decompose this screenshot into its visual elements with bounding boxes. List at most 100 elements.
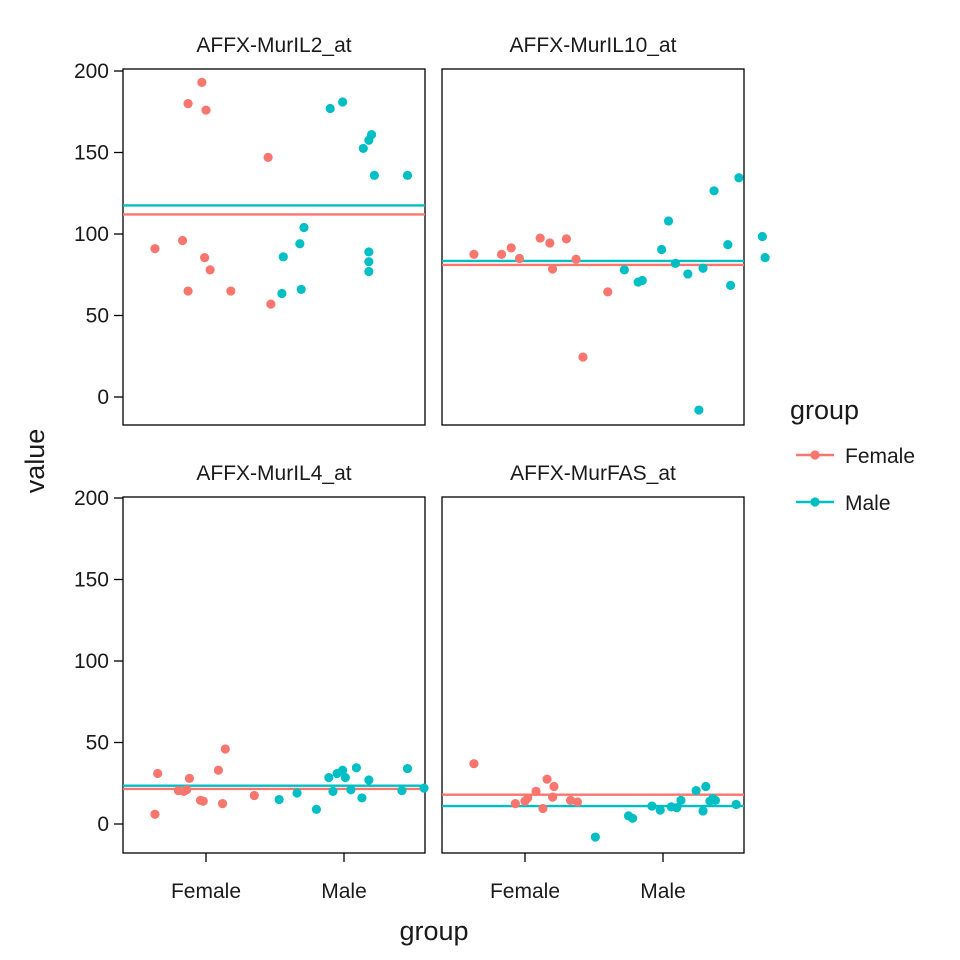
y-tick-label: 50: [86, 305, 109, 328]
data-point-male: [419, 783, 429, 793]
data-point-male: [402, 170, 413, 180]
data-point-male: [358, 143, 368, 154]
data-point-male: [709, 186, 719, 196]
data-point-female: [220, 744, 230, 754]
x-axis-title: group: [399, 916, 468, 946]
data-point-female: [545, 238, 555, 248]
data-point-male: [698, 263, 708, 273]
data-point-male: [296, 284, 306, 295]
data-point-male: [670, 258, 681, 268]
data-point-male: [683, 269, 693, 279]
legend-key-point: [810, 497, 820, 507]
data-point-male: [757, 231, 767, 242]
data-point-male: [628, 813, 638, 823]
data-point-male: [710, 795, 721, 805]
data-point-female: [205, 265, 215, 275]
data-point-male: [657, 244, 667, 255]
data-point-female: [561, 234, 572, 244]
data-point-male: [299, 222, 309, 233]
y-tick-label: 0: [97, 386, 109, 409]
y-tick-label: 0: [97, 813, 109, 836]
panel-border: [122, 68, 426, 426]
data-point-female: [197, 77, 207, 88]
data-point-female: [183, 286, 193, 296]
data-point-male: [338, 765, 348, 775]
data-point-female: [603, 287, 613, 297]
data-point-male: [328, 786, 338, 797]
y-tick-label: 50: [86, 732, 109, 755]
data-point-male: [590, 832, 600, 842]
data-point-male: [701, 781, 711, 792]
panel-title: AFFX-MurIL10_at: [510, 34, 677, 57]
data-point-female: [510, 799, 520, 809]
legend-title: group: [790, 395, 859, 425]
data-point-male: [351, 763, 362, 773]
data-point-female: [542, 774, 552, 784]
panel-title: AFFX-MurIL4_at: [196, 462, 351, 485]
data-point-male: [619, 265, 629, 275]
data-point-female: [565, 795, 576, 805]
data-point-female: [548, 792, 558, 802]
data-point-male: [357, 793, 367, 803]
data-point-male: [346, 785, 356, 795]
data-point-male: [731, 799, 741, 810]
data-point-female: [263, 152, 273, 162]
data-point-female: [150, 244, 160, 254]
data-point-female: [538, 803, 548, 814]
data-point-female: [514, 253, 525, 264]
data-point-male: [274, 794, 284, 805]
y-tick-label: 100: [74, 650, 109, 673]
data-point-female: [182, 785, 192, 795]
data-point-male: [734, 173, 744, 183]
y-axis-title: value: [20, 429, 50, 494]
data-point-male: [324, 772, 334, 783]
legend-entry-label: Female: [845, 445, 915, 468]
data-point-female: [217, 799, 228, 809]
panel-border: [441, 496, 745, 854]
data-point-female: [198, 796, 208, 806]
legend-key-point: [810, 450, 820, 460]
data-point-female: [578, 352, 588, 362]
x-tick-label: Male: [321, 880, 367, 903]
data-point-male: [277, 288, 287, 299]
data-point-female: [213, 765, 224, 775]
data-point-female: [177, 235, 188, 246]
data-point-male: [292, 788, 302, 798]
data-point-male: [694, 405, 704, 415]
data-point-male: [295, 239, 305, 249]
data-point-male: [364, 257, 374, 267]
data-point-female: [153, 768, 163, 779]
data-point-male: [647, 801, 657, 811]
data-point-female: [523, 793, 533, 803]
data-point-male: [676, 795, 686, 805]
y-tick-label: 100: [74, 223, 109, 246]
data-point-male: [663, 216, 674, 226]
data-point-male: [367, 129, 377, 140]
data-point-male: [402, 763, 413, 774]
data-point-female: [548, 264, 558, 274]
data-point-female: [183, 99, 193, 109]
data-point-female: [150, 809, 160, 819]
data-point-male: [723, 239, 733, 250]
data-point-male: [760, 253, 770, 263]
data-point-male: [325, 103, 335, 114]
data-point-female: [469, 759, 479, 769]
data-point-male: [698, 806, 708, 816]
data-point-male: [364, 266, 374, 277]
panel-title: AFFX-MurIL2_at: [196, 34, 351, 57]
data-point-female: [496, 249, 507, 259]
x-tick-label: Female: [171, 880, 241, 903]
data-point-female: [249, 790, 259, 801]
data-point-male: [672, 803, 682, 813]
data-point-male: [364, 775, 374, 785]
data-point-female: [266, 299, 276, 309]
data-point-male: [397, 785, 407, 796]
data-point-female: [226, 286, 236, 296]
data-point-male: [637, 275, 647, 286]
y-tick-label: 200: [74, 487, 109, 510]
data-point-female: [184, 773, 195, 783]
data-point-female: [469, 249, 479, 259]
data-point-male: [338, 97, 348, 107]
x-tick-label: Female: [490, 880, 560, 903]
